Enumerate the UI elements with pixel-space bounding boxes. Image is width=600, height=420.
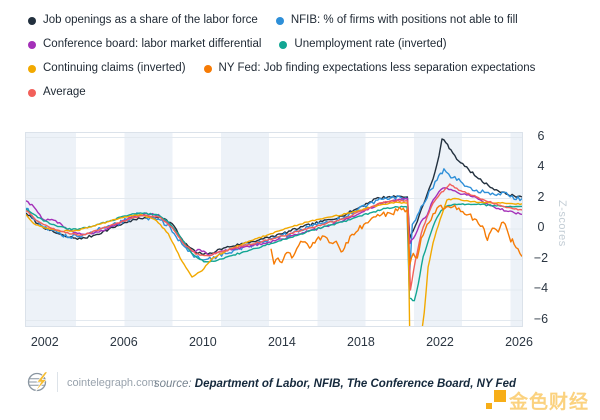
legend-item-0: Job openings as a share of the labor for… xyxy=(28,13,258,28)
legend-dot-icon xyxy=(279,40,288,49)
series-line-2 xyxy=(26,187,522,256)
y-axis-title: Z-scores xyxy=(556,200,568,247)
plot-svg xyxy=(26,137,522,326)
legend-label: Conference board: labor market different… xyxy=(43,38,262,50)
footer-divider xyxy=(57,372,58,392)
legend-item-6: Average xyxy=(28,85,86,100)
x-tick-label: 2022 xyxy=(426,335,454,349)
source-prefix: source: xyxy=(153,378,192,390)
legend-dot-icon xyxy=(275,16,284,25)
legend-label: Continuing claims (inverted) xyxy=(43,62,186,74)
x-tick-label: 2002 xyxy=(30,335,59,349)
legend-label: NY Fed: Job finding expectations less se… xyxy=(218,62,536,74)
legend-dot-icon xyxy=(28,64,36,73)
legend-item-3: Unemployment rate (inverted) xyxy=(279,37,447,52)
series-line-3 xyxy=(26,203,522,302)
jinse-logo-icon xyxy=(486,388,507,413)
chart-legend: Job openings as a share of the labor for… xyxy=(28,13,586,100)
y-tick-label: 6 xyxy=(537,128,545,143)
legend-dot-icon xyxy=(28,40,36,49)
x-tick-label: 2018 xyxy=(347,335,375,349)
x-tick-label: 2006 xyxy=(109,335,138,349)
legend-item-4: Continuing claims (inverted) xyxy=(28,61,186,76)
series-line-6 xyxy=(270,204,522,266)
series-line-1 xyxy=(26,168,522,281)
x-tick-label: 2026 xyxy=(505,335,533,349)
legend-dot-icon xyxy=(203,64,212,73)
legend-label: Job openings as a share of the labor for… xyxy=(43,14,258,26)
y-tick-label: 0 xyxy=(537,220,545,234)
watermark: 金色财经 xyxy=(486,387,589,414)
legend-label: Unemployment rate (inverted) xyxy=(294,38,447,50)
site-label: cointelegraph.com xyxy=(67,377,157,389)
cointelegraph-logo-icon xyxy=(26,369,52,400)
legend-dot-icon xyxy=(28,88,36,97)
y-tick-label: −2 xyxy=(533,250,549,265)
y-tick-label: 4 xyxy=(537,159,545,173)
watermark-text: 金色财经 xyxy=(509,392,590,413)
legend-dot-icon xyxy=(28,16,36,25)
x-tick-label: 2014 xyxy=(267,335,296,349)
source-attribution: source: Department of Labor, NFIB, The C… xyxy=(154,378,516,390)
plot-area xyxy=(25,132,523,327)
y-tick-label: 2 xyxy=(537,189,545,204)
y-tick-label: −4 xyxy=(533,281,549,295)
series-line-4 xyxy=(26,197,522,326)
legend-label: NFIB: % of firms with positions not able… xyxy=(290,14,518,26)
x-tick-label: 2010 xyxy=(188,335,217,349)
y-tick-label: −6 xyxy=(533,311,549,326)
legend-item-2: Conference board: labor market different… xyxy=(28,37,261,52)
source-text: Department of Labor, NFIB, The Conferenc… xyxy=(194,378,516,390)
legend-item-1: NFIB: % of firms with positions not able… xyxy=(275,13,518,28)
series-line-0 xyxy=(26,138,522,255)
legend-label: Average xyxy=(43,86,86,98)
legend-item-5: NY Fed: Job finding expectations less se… xyxy=(203,61,536,76)
series-line-5 xyxy=(26,183,522,291)
